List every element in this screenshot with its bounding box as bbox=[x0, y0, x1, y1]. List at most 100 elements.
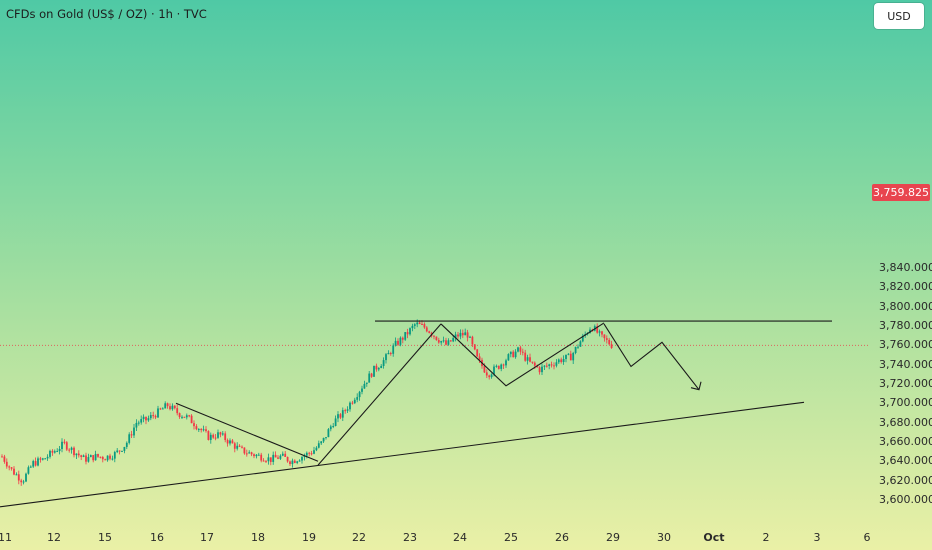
candle-body bbox=[380, 365, 383, 369]
candle-body bbox=[231, 440, 234, 444]
price-tick-label: 3,680.000 bbox=[879, 415, 932, 429]
candle-body bbox=[157, 408, 159, 418]
candle-body bbox=[567, 353, 570, 355]
candle-body bbox=[137, 422, 140, 424]
candle-body bbox=[466, 332, 469, 338]
candle-body bbox=[238, 445, 241, 447]
candle-body bbox=[437, 340, 440, 343]
candle-body bbox=[461, 332, 464, 336]
candle-body bbox=[80, 455, 83, 457]
candle-body bbox=[13, 468, 15, 475]
candle-body bbox=[68, 449, 71, 451]
candle-body bbox=[281, 453, 284, 456]
candle-body bbox=[229, 440, 231, 444]
candle-body bbox=[572, 352, 575, 361]
candle-body bbox=[274, 454, 277, 458]
candle-body bbox=[574, 346, 577, 353]
candle-body bbox=[377, 368, 380, 370]
candle-body bbox=[485, 372, 488, 376]
candle-body bbox=[562, 359, 565, 362]
candle-body bbox=[442, 340, 445, 342]
candle-body bbox=[29, 466, 32, 468]
candle-body bbox=[5, 461, 8, 467]
candle-body bbox=[445, 340, 447, 345]
candle-body bbox=[488, 375, 491, 378]
candle-body bbox=[315, 447, 318, 451]
candle-body bbox=[457, 334, 459, 337]
candle-body bbox=[207, 431, 210, 440]
candle-body bbox=[104, 459, 107, 461]
candle-body bbox=[449, 340, 452, 342]
candle-body bbox=[145, 416, 147, 421]
candle-body bbox=[56, 451, 59, 453]
candle-body bbox=[116, 450, 119, 453]
price-tick-label: 3,820.000 bbox=[879, 280, 932, 294]
candle-body bbox=[392, 345, 395, 354]
candle-body bbox=[473, 344, 476, 350]
candle-body bbox=[610, 344, 613, 348]
candle-body bbox=[193, 423, 195, 427]
candle-body bbox=[226, 440, 229, 444]
candle-body bbox=[440, 341, 443, 343]
candle-body bbox=[149, 415, 152, 419]
candle-body bbox=[601, 331, 603, 335]
candle-body bbox=[569, 353, 572, 361]
time-tick-label: 19 bbox=[302, 531, 316, 544]
candle-body bbox=[63, 441, 66, 443]
candle-body bbox=[277, 457, 279, 459]
candle-body bbox=[447, 340, 450, 345]
candle-body bbox=[339, 414, 342, 418]
candle-body bbox=[17, 474, 20, 481]
projection-path bbox=[603, 323, 700, 391]
candle-body bbox=[389, 353, 392, 355]
candle-body bbox=[286, 456, 289, 462]
currency-button[interactable]: USD bbox=[874, 3, 924, 29]
candle-body bbox=[113, 452, 116, 459]
candle-body bbox=[161, 408, 164, 410]
time-tick-label: 22 bbox=[352, 531, 366, 544]
candle-body bbox=[598, 331, 601, 333]
candle-body bbox=[46, 456, 49, 459]
candle-body bbox=[507, 354, 510, 361]
candle-body bbox=[387, 353, 390, 355]
candle-body bbox=[538, 367, 541, 373]
candle-body bbox=[505, 360, 507, 366]
candle-body bbox=[560, 359, 563, 362]
candle-body bbox=[212, 434, 215, 438]
time-tick-label: Oct bbox=[703, 531, 725, 544]
candle-body bbox=[301, 457, 303, 461]
candle-body bbox=[166, 403, 169, 407]
candle-body bbox=[92, 455, 95, 461]
candle-body bbox=[608, 339, 611, 345]
projection-arrowhead bbox=[690, 381, 702, 391]
candle-body bbox=[197, 428, 200, 430]
candle-body bbox=[130, 434, 133, 436]
candle-body bbox=[200, 428, 203, 431]
candle-body bbox=[140, 419, 143, 423]
candle-body bbox=[85, 455, 87, 462]
candle-body bbox=[334, 418, 337, 427]
candle-body bbox=[548, 364, 551, 366]
candle-body bbox=[101, 457, 104, 460]
candle-body bbox=[291, 460, 294, 465]
candles bbox=[1, 319, 613, 486]
candle-body bbox=[425, 327, 428, 332]
time-tick-label: 2 bbox=[762, 531, 770, 544]
candle-body bbox=[325, 437, 327, 439]
candle-body bbox=[125, 442, 128, 447]
candle-body bbox=[370, 373, 373, 377]
candle-body bbox=[219, 432, 222, 435]
candle-body bbox=[500, 364, 503, 369]
candle-body bbox=[406, 332, 409, 335]
candle-body bbox=[541, 366, 543, 373]
rally-line bbox=[317, 323, 442, 466]
price-tick-label: 3,620.000 bbox=[879, 473, 932, 487]
candle-body bbox=[394, 340, 397, 346]
candle-body bbox=[39, 458, 42, 460]
candle-body bbox=[603, 334, 606, 339]
candle-body bbox=[519, 347, 522, 352]
candle-body bbox=[236, 445, 239, 449]
time-tick-label: 15 bbox=[98, 531, 112, 544]
